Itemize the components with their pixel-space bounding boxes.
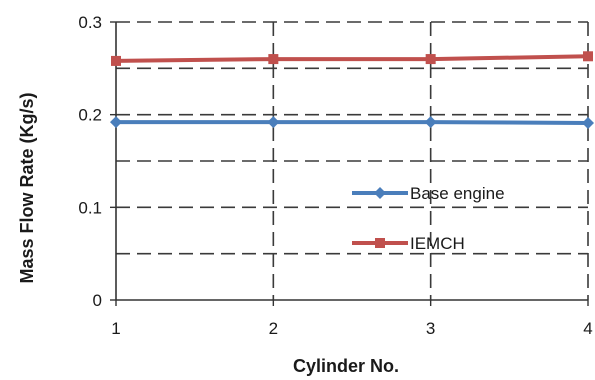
grid-lines <box>116 21 589 300</box>
series-group <box>110 51 594 130</box>
y-tick-label: 0.1 <box>78 198 102 217</box>
axes <box>110 21 589 306</box>
series-base-engine <box>110 116 594 130</box>
data-point <box>582 117 594 130</box>
y-tick-label: 0.2 <box>78 106 102 125</box>
x-tick-labels: 1 2 3 4 <box>111 319 592 338</box>
data-point <box>583 51 593 62</box>
x-tick-label: 3 <box>426 319 435 338</box>
legend-label: IEMCH <box>410 234 465 253</box>
legend: Base engine IEMCH <box>352 184 505 253</box>
series-iemch <box>111 51 593 66</box>
legend-item: Base engine <box>352 184 505 203</box>
legend-item: IEMCH <box>352 234 465 253</box>
legend-marker <box>374 187 386 199</box>
x-tick-label: 2 <box>269 319 278 338</box>
legend-label: Base engine <box>410 184 505 203</box>
series-line <box>116 120 589 126</box>
y-tick-label: 0.3 <box>78 13 102 32</box>
data-point <box>268 54 279 65</box>
data-point <box>425 54 436 65</box>
y-tick-label: 0 <box>93 291 102 310</box>
x-tick-label: 4 <box>583 319 592 338</box>
x-axis-title: Cylinder No. <box>293 356 399 376</box>
y-axis-title: Mass Flow Rate (Kg/s) <box>17 92 37 283</box>
data-point <box>267 116 280 129</box>
y-tick-labels: 0 0.1 0.2 0.3 <box>78 13 102 310</box>
data-point <box>111 55 121 66</box>
x-tick-label: 1 <box>111 319 120 338</box>
series-line <box>115 54 589 63</box>
data-point <box>110 116 122 129</box>
legend-marker <box>375 238 385 248</box>
data-point <box>424 116 437 129</box>
